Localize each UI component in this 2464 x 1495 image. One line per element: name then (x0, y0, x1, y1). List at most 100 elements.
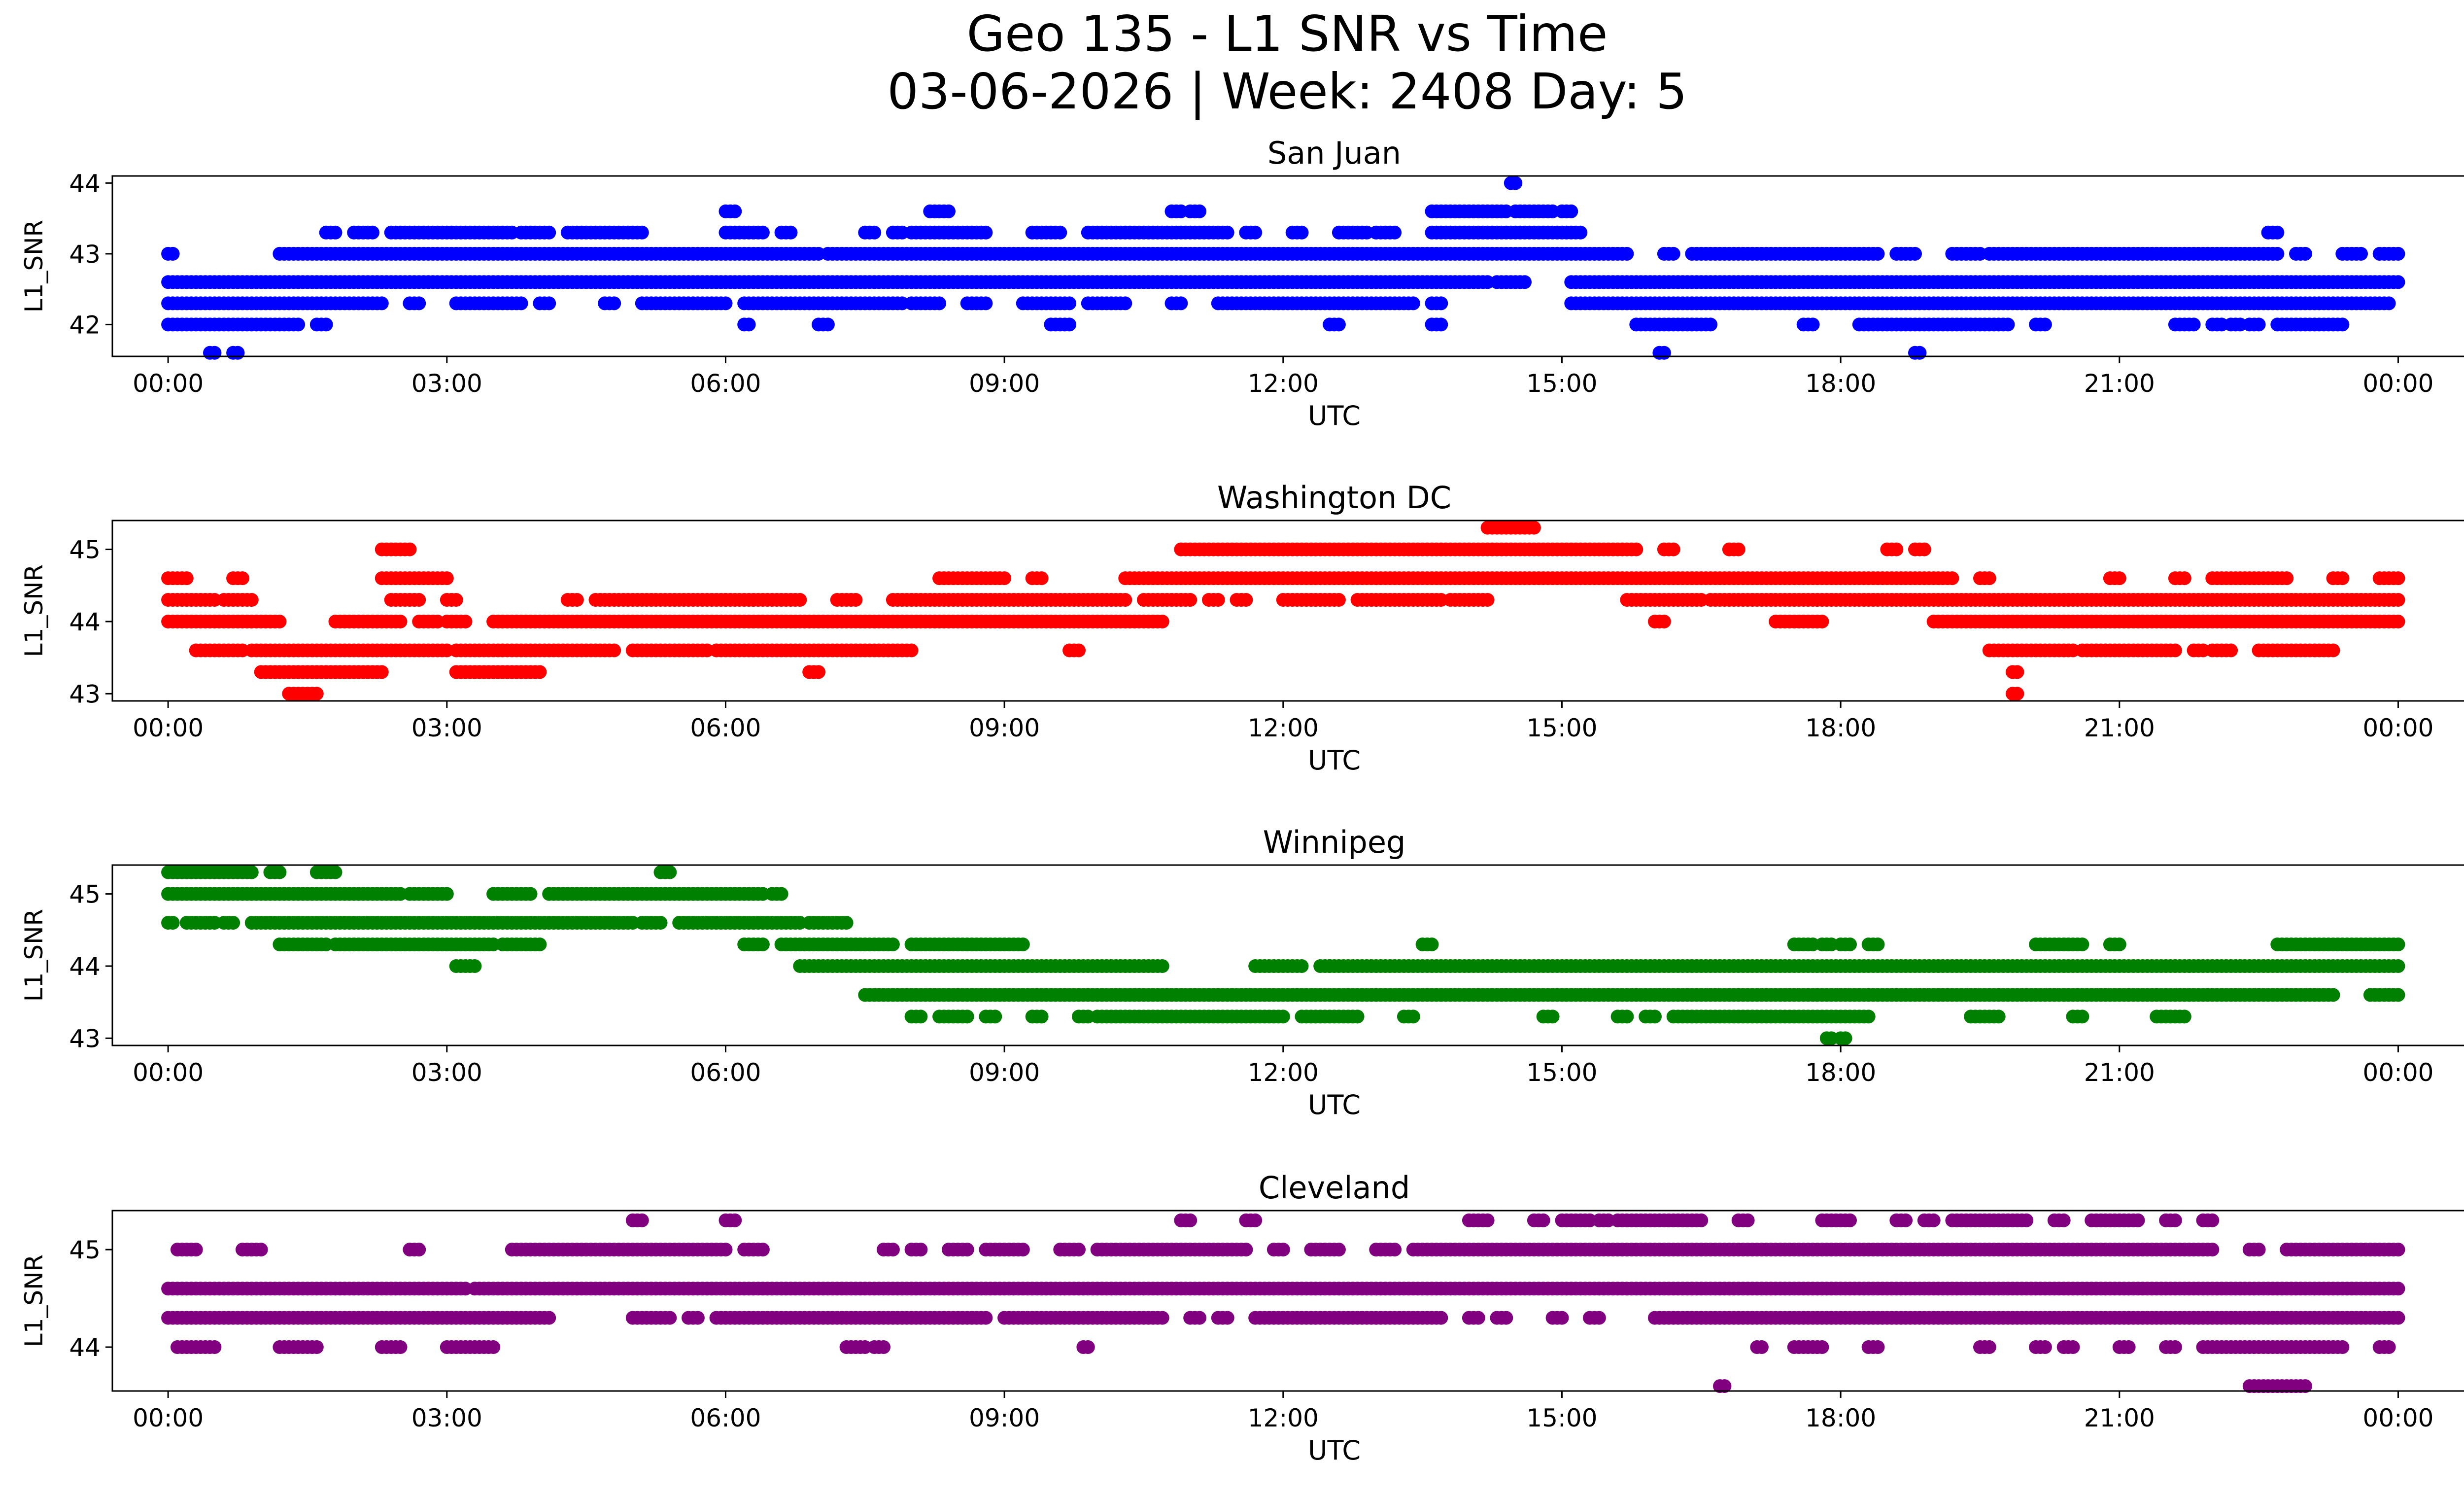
data-point (244, 593, 259, 607)
subplot-title: Winnipeg (1263, 824, 1406, 860)
data-point (273, 865, 287, 879)
y-tick-label: 44 (69, 952, 101, 981)
data-point (1908, 246, 1922, 261)
x-tick-label: 00:00 (2362, 1058, 2433, 1087)
y-axis-label: L1_SNR (20, 220, 48, 313)
data-point (166, 916, 180, 930)
y-tick-label: 45 (69, 880, 101, 909)
data-series (161, 176, 2405, 360)
x-tick-label: 12:00 (1248, 369, 1319, 398)
data-point (2038, 317, 2052, 332)
data-point (2270, 246, 2285, 261)
data-point (1592, 1311, 1606, 1325)
data-point (1518, 275, 1532, 289)
data-point (1155, 1311, 1169, 1325)
data-point (207, 1340, 222, 1354)
x-tick-label: 09:00 (969, 714, 1040, 742)
x-tick-label: 12:00 (1248, 714, 1319, 742)
data-point (1657, 346, 1671, 360)
data-point (514, 296, 528, 311)
data-point (440, 571, 454, 586)
x-tick-label: 15:00 (1526, 369, 1597, 398)
data-point (793, 593, 807, 607)
data-point (1276, 1009, 1290, 1024)
data-point (207, 346, 222, 360)
data-point (1838, 1031, 1852, 1045)
data-point (1295, 959, 1309, 973)
data-point (774, 887, 788, 901)
data-point (653, 916, 668, 930)
data-point (1406, 296, 1420, 311)
data-point (486, 1340, 501, 1354)
data-point (440, 887, 454, 901)
data-point (2391, 615, 2405, 628)
data-point (2298, 246, 2312, 261)
data-point (2335, 317, 2350, 332)
data-point (663, 865, 677, 879)
data-point (533, 938, 547, 951)
data-point (1620, 1009, 1634, 1024)
data-point (1220, 225, 1234, 240)
data-point (393, 1340, 408, 1354)
data-point (1388, 225, 1402, 240)
data-point (1861, 1009, 1876, 1024)
x-axis-label: UTC (1308, 745, 1361, 776)
x-tick-label: 12:00 (1248, 1058, 1319, 1087)
data-point (2038, 1340, 2052, 1354)
data-point (1211, 593, 1225, 607)
data-point (2326, 643, 2340, 658)
x-tick-label: 03:00 (411, 1058, 482, 1087)
data-point (328, 865, 342, 879)
data-point (1471, 1311, 1485, 1325)
data-point (1871, 938, 1885, 951)
data-point (2168, 643, 2182, 658)
data-point (2391, 938, 2405, 951)
data-point (319, 317, 333, 332)
data-point (1564, 204, 1578, 218)
data-point (663, 1311, 677, 1325)
data-point (1434, 1311, 1448, 1325)
data-point (728, 204, 742, 218)
data-point (412, 593, 426, 607)
data-point (468, 959, 482, 973)
data-point (997, 571, 1012, 586)
data-point (755, 938, 770, 951)
data-point (2066, 1340, 2080, 1354)
x-tick-label: 15:00 (1526, 714, 1597, 742)
y-tick-label: 42 (69, 311, 101, 339)
data-point (2391, 988, 2405, 1002)
data-point (2075, 938, 2089, 951)
x-tick-label: 21:00 (2084, 1058, 2155, 1087)
data-series (161, 521, 2405, 701)
data-point (1434, 296, 1448, 311)
data-point (1574, 225, 1588, 240)
data-point (226, 916, 240, 930)
x-axis-label: UTC (1308, 400, 1361, 431)
data-point (1945, 571, 1959, 586)
data-point (375, 296, 389, 311)
data-point (2270, 225, 2285, 240)
data-point (1815, 1340, 1829, 1354)
data-point (1982, 571, 1996, 586)
data-point (1913, 346, 1927, 360)
data-point (742, 317, 756, 332)
data-series (161, 1213, 2405, 1393)
data-point (2391, 1311, 2405, 1325)
data-point (2391, 593, 2405, 607)
plot-frame (111, 175, 2464, 357)
data-point (1406, 1009, 1420, 1024)
data-point (523, 887, 538, 901)
data-point (542, 296, 556, 311)
data-point (1118, 593, 1132, 607)
data-point (1666, 246, 1680, 261)
subplot-title: San Juan (1267, 135, 1401, 171)
data-point (366, 225, 379, 240)
data-point (2177, 571, 2191, 586)
data-point (1239, 593, 1253, 607)
data-point (1991, 1009, 2006, 1024)
subplot-title: Washington DC (1217, 480, 1451, 516)
data-point (2391, 959, 2405, 973)
data-point (1053, 225, 1067, 240)
data-point (273, 615, 287, 628)
